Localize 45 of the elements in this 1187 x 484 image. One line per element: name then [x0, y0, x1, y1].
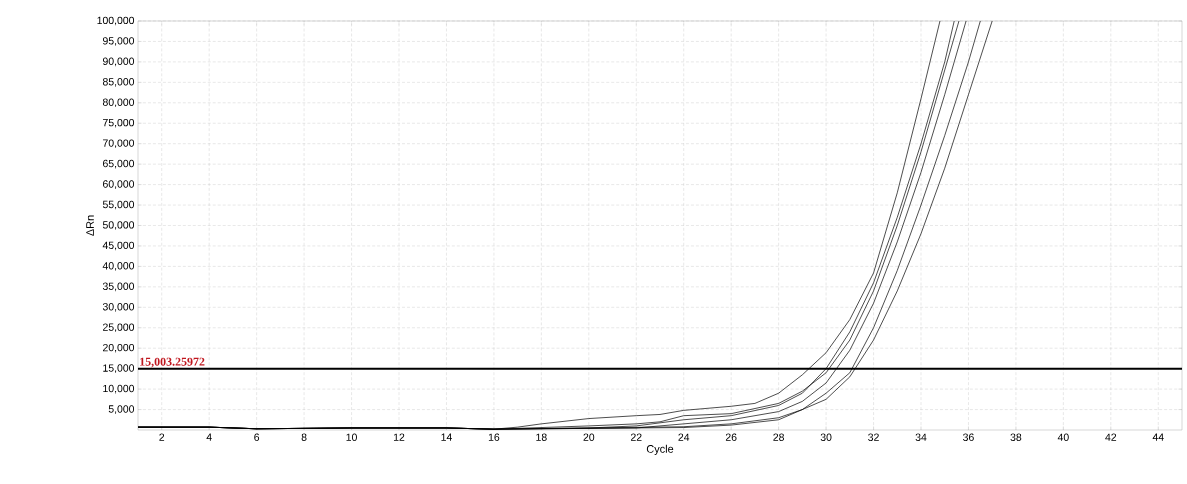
x-tick-label: 44 — [1152, 433, 1164, 441]
y-tick-label: 90,000 — [102, 57, 135, 67]
x-tick-label: 20 — [583, 433, 595, 441]
y-tick-label: 75,000 — [103, 118, 135, 128]
y-tick-label: 25,000 — [103, 323, 135, 333]
y-tick-label: 95,000 — [102, 37, 135, 46]
x-tick-label: 22 — [630, 433, 642, 441]
x-tick-label: 40 — [1057, 433, 1069, 441]
y-tick-label: 30,000 — [102, 302, 135, 312]
x-axis-title: Cycle — [646, 444, 674, 455]
x-tick-label: 24 — [678, 433, 690, 441]
x-tick-label: 12 — [393, 433, 405, 441]
y-tick-label: 35,000 — [102, 282, 135, 292]
y-tick-label: 60,000 — [103, 180, 135, 189]
y-tick-label: 15,000 — [103, 364, 135, 373]
y-tick-label: 40,000 — [102, 262, 135, 271]
y-tick-label: 55,000 — [102, 200, 135, 210]
x-tick-label: 2 — [159, 433, 165, 441]
x-tick-label: 16 — [488, 433, 500, 441]
x-tick-label: 42 — [1105, 433, 1117, 441]
x-tick-label: 6 — [254, 433, 260, 441]
x-tick-label: 30 — [820, 433, 832, 441]
y-tick-label: 70,000 — [103, 139, 135, 149]
y-tick-label: 50,000 — [102, 221, 135, 230]
y-tick-label: 85,000 — [102, 78, 135, 87]
y-axis-title: ΔRn — [86, 215, 94, 236]
x-tick-label: 38 — [1010, 433, 1022, 441]
y-tick-label: 45,000 — [102, 241, 135, 251]
x-tick-label: 26 — [725, 433, 737, 441]
x-tick-label: 18 — [536, 433, 547, 441]
x-tick-label: 36 — [963, 433, 974, 441]
x-tick-label: 8 — [301, 433, 307, 441]
x-tick-label: 34 — [915, 433, 927, 441]
x-tick-label: 4 — [206, 433, 212, 441]
y-tick-label: 10,000 — [103, 384, 135, 394]
y-tick-label: 5,000 — [108, 405, 135, 414]
y-tick-label: 80,000 — [102, 98, 135, 108]
ref-line-label: 15,003.25972 — [140, 357, 205, 368]
y-tick-label: 20,000 — [103, 343, 135, 353]
x-tick-label: 28 — [773, 433, 784, 441]
x-tick-label: 14 — [441, 433, 452, 441]
y-tick-label: 65,000 — [103, 159, 135, 169]
x-tick-label: 10 — [346, 433, 357, 441]
y-tick-label: 100,000 — [97, 16, 135, 26]
x-tick-label: 32 — [868, 433, 879, 441]
